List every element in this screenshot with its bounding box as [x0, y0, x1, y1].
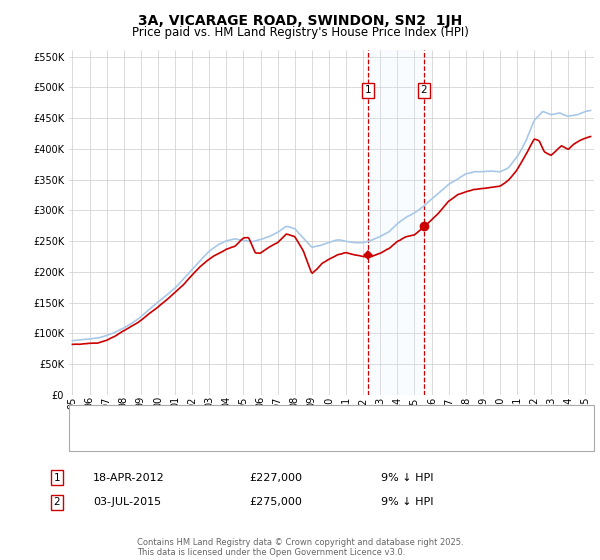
Text: 3A, VICARAGE ROAD, SWINDON, SN2  1JH: 3A, VICARAGE ROAD, SWINDON, SN2 1JH: [138, 14, 462, 28]
Text: Contains HM Land Registry data © Crown copyright and database right 2025.
This d: Contains HM Land Registry data © Crown c…: [137, 538, 463, 557]
Text: 1: 1: [365, 85, 371, 95]
Text: 9% ↓ HPI: 9% ↓ HPI: [381, 473, 433, 483]
Bar: [368, 50, 424, 395]
Text: 2: 2: [421, 85, 427, 95]
Text: 1: 1: [53, 473, 61, 483]
Text: £275,000: £275,000: [249, 497, 302, 507]
Text: 03-JUL-2015: 03-JUL-2015: [93, 497, 161, 507]
Text: £227,000: £227,000: [249, 473, 302, 483]
Text: 2: 2: [53, 497, 61, 507]
Text: 18-APR-2012: 18-APR-2012: [93, 473, 165, 483]
Text: 3A, VICARAGE ROAD, SWINDON, SN2 1JH (detached house): 3A, VICARAGE ROAD, SWINDON, SN2 1JH (det…: [114, 413, 422, 423]
Text: 9% ↓ HPI: 9% ↓ HPI: [381, 497, 433, 507]
Text: HPI: Average price, detached house, Swindon: HPI: Average price, detached house, Swin…: [114, 433, 351, 443]
Text: Price paid vs. HM Land Registry's House Price Index (HPI): Price paid vs. HM Land Registry's House …: [131, 26, 469, 39]
